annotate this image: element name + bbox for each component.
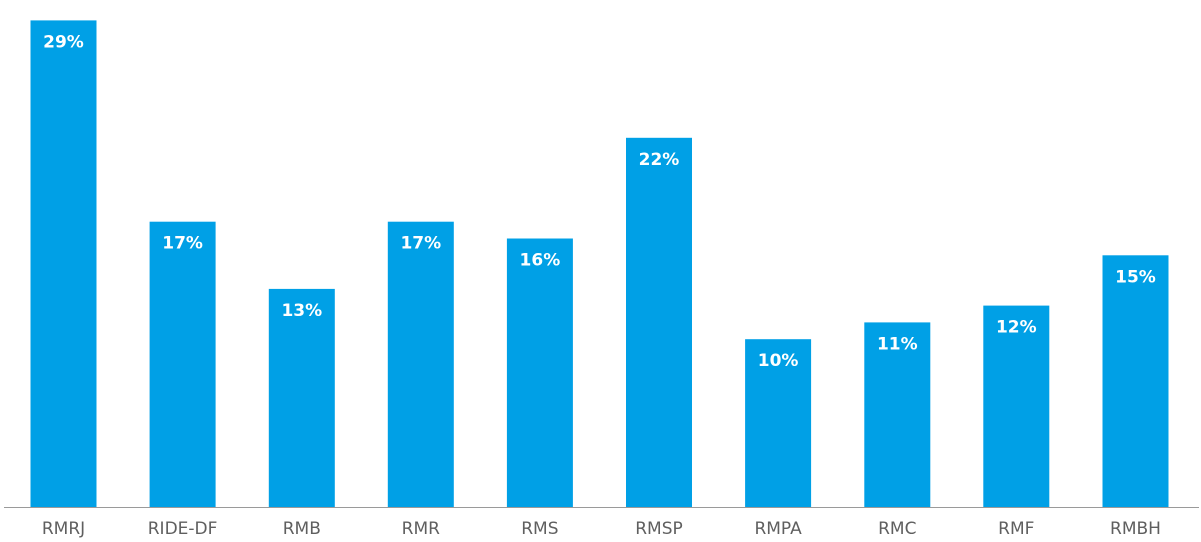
category-label-rmpa: RMPA [754, 519, 802, 539]
bar-ride-df [149, 221, 216, 507]
category-label-ride-df: RIDE-DF [148, 519, 218, 539]
category-label-rmsp: RMSP [635, 519, 683, 539]
bar-rmsp [626, 137, 692, 508]
bar-rmpa [745, 339, 812, 507]
category-label-rmbh: RMBH [1110, 519, 1161, 539]
bar-rmr [387, 221, 454, 507]
bar-rmbh [1102, 255, 1169, 507]
value-label-rmf: 12% [996, 318, 1037, 338]
bar-rmc [864, 322, 931, 507]
bar-rmrj [30, 20, 97, 508]
value-labels-group: 29% 17% 13% 17% 16% 22% 10% 11% 12% 15% [43, 32, 1156, 371]
category-label-rmf: RMF [998, 519, 1034, 539]
category-label-rmb: RMB [283, 519, 321, 539]
category-labels-group: RMRJ RIDE-DF RMB RMR RMS RMSP RMPA RMC RMF RMBH [42, 519, 1161, 539]
value-label-rmb: 13% [281, 301, 322, 321]
bar-rmf [983, 305, 1050, 507]
value-label-rmrj: 29% [43, 32, 84, 52]
category-label-rms: RMS [521, 519, 558, 539]
bar-rmb [268, 288, 335, 507]
value-label-rmbh: 15% [1115, 267, 1156, 287]
value-label-ride-df: 17% [162, 234, 203, 254]
value-label-rmsp: 22% [639, 150, 680, 170]
bar-rms [506, 238, 573, 507]
value-label-rms: 16% [520, 251, 561, 271]
category-label-rmrj: RMRJ [42, 519, 85, 539]
value-label-rmr: 17% [400, 234, 441, 254]
category-label-rmr: RMR [402, 519, 440, 539]
value-label-rmc: 11% [877, 334, 918, 354]
category-label-rmc: RMC [878, 519, 916, 539]
value-label-rmpa: 10% [758, 351, 799, 371]
bars-group [30, 20, 1169, 508]
